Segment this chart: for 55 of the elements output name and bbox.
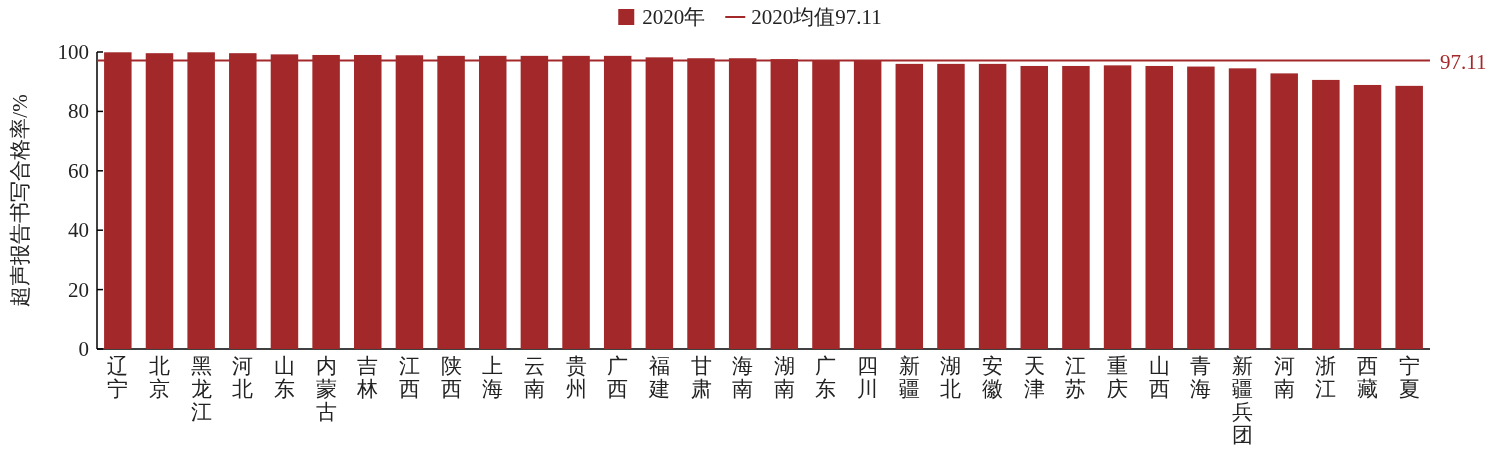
x-tick-label: 海南 (732, 354, 754, 401)
bar (1145, 65, 1173, 349)
x-tick-label: 重庆 (1107, 354, 1129, 401)
x-tick-label: 宁夏 (1398, 354, 1420, 401)
x-tick-label: 吉林 (356, 354, 379, 401)
bar (1103, 65, 1132, 349)
x-tick-label: 湖南 (773, 354, 795, 401)
bar (1270, 73, 1298, 349)
x-tick-label: 河南 (1273, 354, 1295, 401)
bar (1395, 85, 1423, 349)
y-tick-label: 60 (68, 158, 89, 183)
x-tick-label: 新疆兵团 (1232, 354, 1254, 447)
y-tick-label: 40 (68, 218, 89, 243)
x-tick-label: 甘肃 (690, 354, 712, 401)
x-tick-label: 江西 (398, 354, 420, 401)
bar (1353, 84, 1382, 349)
y-tick-label: 80 (68, 99, 89, 124)
x-tick-label: 山东 (273, 354, 295, 401)
bar (1228, 68, 1257, 349)
x-tick-label: 湖北 (940, 354, 962, 401)
x-tick-label: 山西 (1148, 354, 1170, 401)
legend-label: 2020年 (642, 5, 706, 29)
x-tick-label: 福建 (647, 354, 670, 401)
x-tick-label: 贵州 (565, 354, 587, 401)
bar (937, 63, 965, 349)
x-tick-label: 辽宁 (107, 354, 129, 401)
y-tick-label: 100 (57, 40, 89, 64)
x-tick-label: 广东 (815, 354, 837, 401)
x-tick-label: 黑龙江 (190, 354, 212, 424)
x-tick-label: 河北 (232, 354, 254, 401)
text: 97.11 (1440, 49, 1487, 74)
bar (895, 63, 924, 349)
x-tick-label: 江苏 (1065, 354, 1087, 401)
y-tick-label: 0 (78, 337, 89, 361)
x-tick-label: 北京 (148, 354, 170, 401)
x-tick-label: 青海 (1190, 354, 1212, 401)
x-tick-label: 浙江 (1315, 354, 1337, 401)
bar (1020, 65, 1049, 349)
y-axis-title: 超声报告书写合格率/% (8, 94, 32, 307)
x-tick-label: 内蒙古 (315, 354, 337, 424)
bar (1062, 65, 1090, 349)
x-tick-label: 天津 (1023, 354, 1045, 401)
bar (978, 63, 1007, 349)
x-tick-label: 陕西 (440, 354, 462, 401)
x-tick-label: 新疆 (898, 354, 920, 401)
x-tick-label: 广西 (607, 354, 629, 401)
bar (1187, 66, 1215, 349)
bar (1312, 79, 1340, 349)
x-tick-label: 上海 (482, 354, 504, 401)
y-tick-label: 20 (68, 277, 89, 302)
x-tick-label: 四川 (857, 354, 879, 401)
x-tick-label: 西藏 (1357, 354, 1379, 401)
x-tick-label: 云南 (523, 354, 545, 401)
legend-label: 2020均值97.11 (751, 5, 882, 29)
x-tick-label: 安徽 (982, 354, 1004, 401)
